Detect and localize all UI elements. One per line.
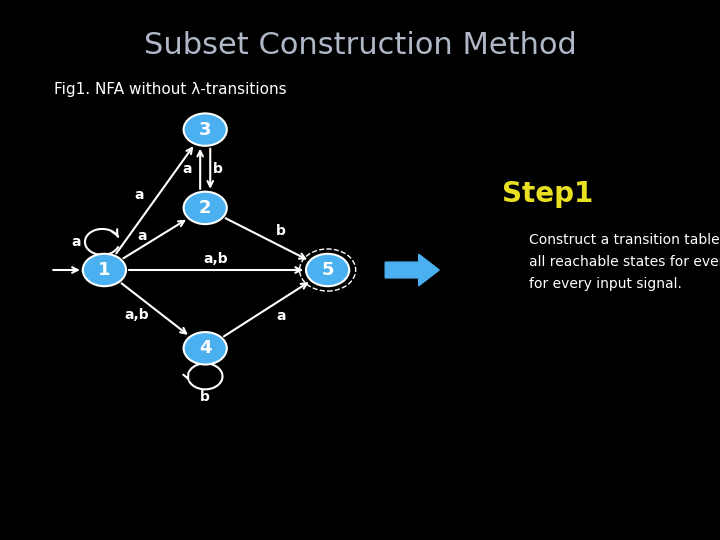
Text: 5: 5 (321, 261, 334, 279)
FancyArrowPatch shape (123, 221, 184, 258)
FancyArrowPatch shape (116, 148, 192, 253)
Text: a: a (276, 309, 286, 322)
Text: Subset Construction Method: Subset Construction Method (143, 31, 577, 60)
FancyArrowPatch shape (207, 148, 213, 187)
Text: Construct a transition table showing
all reachable states for every state
for ev: Construct a transition table showing all… (529, 233, 720, 291)
FancyArrowPatch shape (122, 284, 186, 334)
Text: 4: 4 (199, 339, 212, 357)
Text: a,b: a,b (204, 252, 228, 266)
Text: 3: 3 (199, 120, 212, 139)
FancyArrowPatch shape (225, 218, 305, 259)
Text: a: a (182, 162, 192, 176)
Circle shape (184, 192, 227, 224)
Text: b: b (276, 225, 286, 238)
Circle shape (306, 254, 349, 286)
Circle shape (83, 254, 126, 286)
Text: 1: 1 (98, 261, 111, 279)
Text: a: a (134, 188, 144, 202)
FancyArrowPatch shape (129, 267, 301, 273)
Text: b: b (213, 162, 223, 176)
Text: b: b (200, 390, 210, 404)
Text: a: a (137, 230, 147, 243)
Text: a: a (71, 235, 81, 249)
Text: Step1: Step1 (502, 180, 593, 208)
Text: a,b: a,b (125, 308, 149, 321)
Circle shape (184, 332, 227, 365)
FancyArrowPatch shape (197, 151, 203, 189)
Circle shape (184, 113, 227, 146)
Text: Fig1. NFA without λ-transitions: Fig1. NFA without λ-transitions (54, 82, 287, 97)
FancyArrow shape (385, 254, 439, 286)
Text: 2: 2 (199, 199, 212, 217)
FancyArrowPatch shape (224, 284, 307, 336)
